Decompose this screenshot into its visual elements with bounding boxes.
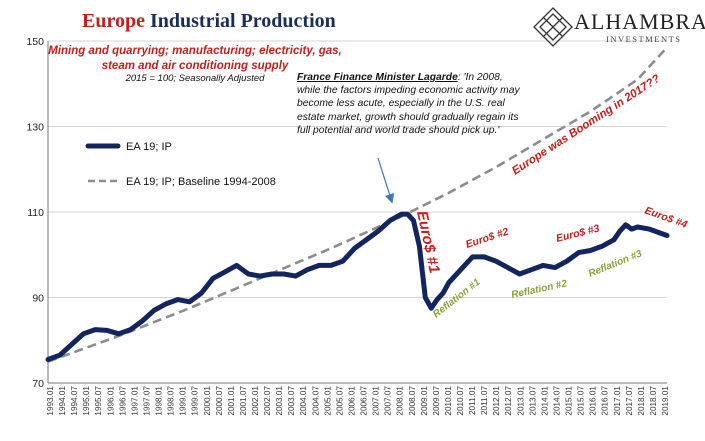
quote-annotation: France Finance Minister Lagarde: 'In 200… [297,71,525,137]
x-tick-label: 2002.01 [251,386,260,416]
x-tick-label: 1996.07 [118,386,127,416]
x-tick-label: 2012.07 [504,386,513,416]
x-tick-label: 2014.01 [540,386,549,416]
x-tick-label: 1997.01 [130,386,139,416]
annotation-euro-3: Euro$ #3 [555,222,601,244]
legend: EA 19; IP EA 19; IP; Baseline 1994-2008 [85,141,276,188]
x-tick-label: 2009.01 [420,386,429,416]
diamond-lattice-icon [533,7,573,47]
x-tick-label: 1999.07 [191,386,200,416]
x-tick-label: 2000.07 [215,386,224,416]
x-tick-label: 2011.01 [468,386,477,415]
baseline-note: 2015 = 100; Seasonally Adjusted [125,73,265,84]
x-tick-label: 2013.07 [528,386,537,416]
x-tick-label: 2006.01 [347,386,356,416]
legend-label-ip: EA 19; IP [126,141,172,153]
x-tick-label: 2006.07 [360,386,369,416]
x-tick-label: 2002.07 [263,386,272,416]
x-tick-label: 2005.07 [335,386,344,416]
quote-arrow [377,157,395,204]
x-tick-label: 2001.07 [239,386,248,416]
x-tick-label: 2005.01 [323,386,332,416]
series-ip-line [45,211,670,362]
x-tick-label: 2014.07 [552,386,561,416]
x-tick-label: 1996.01 [106,386,115,416]
x-tick-label: 2015.01 [565,386,574,416]
x-tick-labels: 1993.01 1994.01 1994.07 1995.01 1995.07 1996.… [46,386,670,416]
x-tick-label: 2015.07 [577,386,586,416]
x-tick-label: 2013.01 [516,386,525,416]
x-tick-label: 2016.07 [601,386,610,416]
annotation-booming: Europe was Booming in 2017?? [510,73,662,178]
x-tick-label: 2012.01 [492,386,501,416]
x-tick-label: 2008.07 [408,386,417,416]
x-tick-label: 2017.07 [625,386,634,416]
x-tick-label: 1994.01 [58,386,67,416]
x-tick-label: 1994.07 [70,386,79,416]
grid-lines [48,40,667,298]
title-rest: Industrial Production [149,10,336,32]
x-tick-label: 2003.01 [275,386,284,416]
x-tick-label: 2016.01 [589,386,598,416]
title-accent: Europe [82,10,145,32]
quote-speaker: France Finance Minister Lagarde [297,72,458,83]
quote-text: : 'In 2008, while the factors impeding e… [297,72,520,136]
x-tick-label: 2001.01 [227,386,236,416]
x-tick-label: 2017.01 [613,386,622,416]
y-tick-label: 90 [32,293,44,305]
x-tick-label: 2010.07 [456,386,465,416]
annotation-euro-2: Euro$ #2 [464,226,510,251]
x-tick-label: 1997.07 [142,386,151,416]
logo-sub: INVESTMENTS [606,34,682,44]
annotation-reflation-3: Reflation #3 [587,248,644,280]
x-tick-label: 2011.07 [480,386,489,415]
x-tick-label: 1995.07 [94,386,103,416]
y-tick-label: 130 [26,122,44,134]
x-tick-label: 2003.07 [287,386,296,416]
y-tick-label: 70 [32,378,44,390]
page-title: Europe Industrial Production [82,10,336,33]
x-tick-label: 1995.01 [82,386,91,416]
x-tick-label: 2010.01 [444,386,453,416]
x-tick-label: 2008.01 [396,386,405,416]
x-tick-label: 2007.01 [372,386,381,416]
x-tick-label: 2004.01 [299,386,308,416]
x-tick-label: 2019.01 [661,386,670,416]
chart-subtitle: Mining and quarrying; manufacturing; ele… [48,45,342,72]
x-tick-label: 2009.07 [432,386,441,416]
x-tick-label: 2018.01 [637,386,646,416]
legend-label-baseline: EA 19; IP; Baseline 1994-2008 [126,176,276,188]
x-tick-label: 1999.01 [179,386,188,416]
logo-name: ALHAMBRA [574,9,705,34]
y-tick-label: 150 [26,36,44,48]
x-tick-label: 1998.07 [167,386,176,416]
x-tick-label: 1998.01 [155,386,164,416]
y-tick-label: 110 [27,207,44,219]
x-tick-label: 2007.07 [384,386,393,416]
y-tick-labels: 70 90 110 130 150 [26,36,44,390]
x-tick-label: 2000.01 [203,386,212,416]
series-baseline-line [47,46,668,363]
x-tick-label: 1993.01 [46,386,55,416]
x-tick-label: 2018.07 [649,386,658,416]
x-tick-label: 2004.07 [311,386,320,416]
